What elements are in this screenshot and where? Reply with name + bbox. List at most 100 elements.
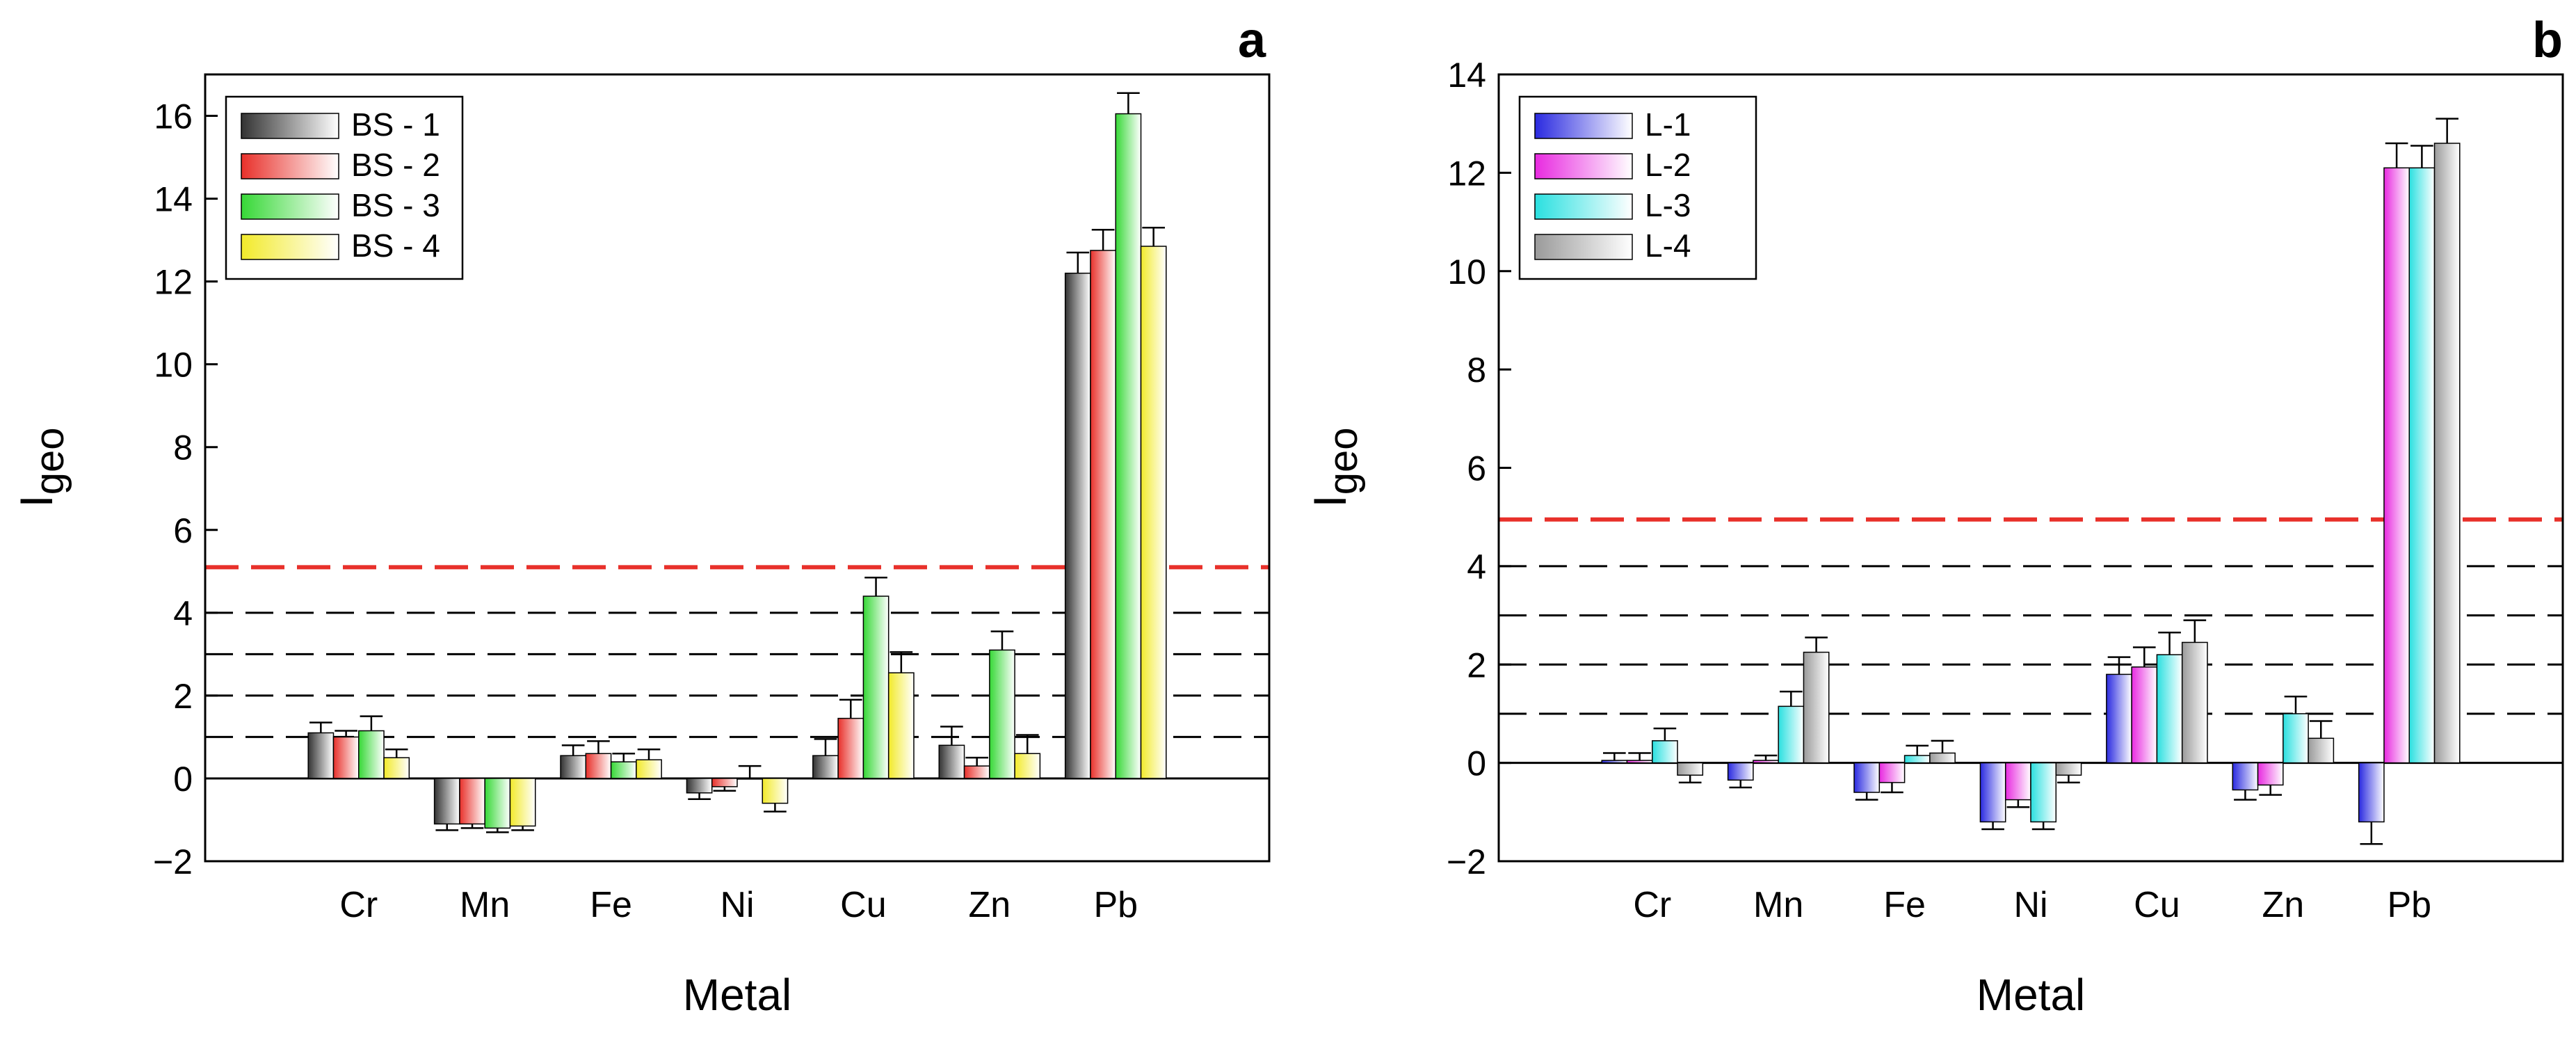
legend-swatch-a-2 <box>241 193 339 220</box>
bar-b-Zn-1 <box>2257 762 2284 786</box>
error-bars-a <box>309 92 1165 833</box>
plot-frame-a <box>204 73 1271 863</box>
y-tick-label-b-4: 6 <box>1467 449 1486 488</box>
error-bar-a-Zn-1 <box>965 756 989 767</box>
error-bar-a-Pb-2 <box>1117 92 1140 114</box>
bar-b-Mn-2 <box>1778 705 1805 764</box>
bar-b-Cu-3 <box>2181 641 2208 764</box>
bar-a-Cr-0 <box>307 732 335 779</box>
bar-b-Pb-3 <box>2433 143 2461 764</box>
y-tick-label-b-3: 4 <box>1467 547 1486 586</box>
bar-b-Ni-3 <box>2055 762 2082 776</box>
bar-b-Cr-1 <box>1626 760 1653 764</box>
bar-a-Mn-1 <box>459 778 485 825</box>
bar-b-Cu-2 <box>2156 654 2183 764</box>
bar-b-Pb-0 <box>2358 762 2385 823</box>
error-bar-a-Zn-0 <box>940 726 963 746</box>
bar-a-Cr-1 <box>332 736 360 779</box>
bar-a-Pb-0 <box>1064 272 1091 779</box>
bar-a-Pb-3 <box>1140 246 1167 779</box>
error-bar-b-Zn-0 <box>2234 790 2257 801</box>
error-bar-b-Mn-0 <box>1729 780 1753 789</box>
chart-panel-a: −2 0 2 4 6 8 10 12 14 16 Cr Mn Fe Ni Cu Zn Pb Igeo Meta… <box>10 13 1271 1020</box>
x-tick-label-b-4: Cu <box>2134 885 2180 925</box>
error-bar-b-Ni-0 <box>1981 822 2004 831</box>
error-bar-b-Cr-3 <box>1678 775 1702 784</box>
error-bar-b-Ni-1 <box>2006 799 2030 808</box>
x-axis-label-a: Metal <box>683 970 792 1020</box>
x-axis-b: Cr Mn Fe Ni Cu Zn Pb <box>1633 885 2431 925</box>
panel-label-a: a <box>1238 13 1266 68</box>
error-bar-b-Cu-0 <box>2107 656 2131 675</box>
x-tick-label-b-0: Cr <box>1633 885 1671 925</box>
legend-label-b-3: L-4 <box>1645 227 1691 264</box>
bar-a-Zn-2 <box>989 649 1015 779</box>
y-axis-label-sub-a: geo <box>27 427 72 495</box>
bars-b <box>1601 143 2461 823</box>
bar-a-Cr-2 <box>358 730 385 779</box>
bar-a-Ni-0 <box>686 778 713 794</box>
bar-a-Ni-1 <box>711 778 738 787</box>
error-bar-a-Pb-0 <box>1066 251 1090 273</box>
bar-a-Fe-0 <box>560 755 587 779</box>
error-bar-b-Ni-3 <box>2057 775 2080 784</box>
legend-swatch-b-0 <box>1534 113 1633 139</box>
x-tick-label-b-1: Mn <box>1753 885 1803 925</box>
error-bar-a-Mn-0 <box>435 824 459 831</box>
error-bars-b <box>1603 118 2458 845</box>
legend-label-b-1: L-2 <box>1645 147 1691 183</box>
x-tick-label-a-0: Cr <box>339 885 378 925</box>
y-axis-label-a: Igeo <box>10 427 72 507</box>
legend-swatch-a-1 <box>241 153 339 179</box>
x-tick-label-a-4: Cu <box>840 885 886 925</box>
error-bar-b-Cu-3 <box>2183 619 2207 643</box>
error-bar-b-Ni-2 <box>2031 822 2055 831</box>
bar-b-Pb-2 <box>2408 167 2436 764</box>
error-bar-b-Mn-1 <box>1754 754 1778 761</box>
error-bar-a-Cu-3 <box>889 651 913 673</box>
bar-a-Zn-0 <box>938 744 965 779</box>
error-bar-b-Pb-2 <box>2410 145 2433 168</box>
error-bar-b-Fe-1 <box>1881 782 1903 794</box>
error-bar-a-Cu-0 <box>814 738 837 756</box>
bar-a-Zn-3 <box>1014 753 1041 779</box>
error-bar-b-Zn-2 <box>2284 695 2308 714</box>
x-tick-label-a-5: Zn <box>968 885 1011 925</box>
legend-swatch-a-3 <box>241 234 339 260</box>
legend-swatch-a-0 <box>241 113 339 139</box>
bar-b-Zn-0 <box>2232 762 2259 791</box>
bar-b-Fe-1 <box>1878 762 1906 783</box>
bar-a-Cu-3 <box>887 672 915 779</box>
bar-b-Cu-0 <box>2106 673 2132 764</box>
bar-a-Zn-1 <box>963 765 990 779</box>
x-tick-label-a-1: Mn <box>460 885 510 925</box>
legend-label-a-0: BS - 1 <box>351 106 440 143</box>
x-axis-a: Cr Mn Fe Ni Cu Zn Pb <box>339 885 1138 925</box>
error-bar-a-Ni-3 <box>764 803 787 813</box>
error-bar-a-Cu-1 <box>839 698 862 719</box>
bar-b-Fe-2 <box>1903 755 1931 764</box>
y-tick-label-a-9: 16 <box>154 97 193 136</box>
y-tick-label-b-1: 0 <box>1467 744 1486 783</box>
bars-a <box>307 113 1167 829</box>
y-tick-label-b-0: −2 <box>1447 842 1486 881</box>
x-axis-label-b: Metal <box>1977 970 2086 1020</box>
error-bar-b-Pb-0 <box>2360 822 2383 845</box>
bar-a-Cu-2 <box>862 595 889 779</box>
error-bar-a-Cr-0 <box>309 721 332 733</box>
error-bar-a-Fe-3 <box>637 749 661 760</box>
legend-swatch-b-3 <box>1534 234 1633 260</box>
y-tick-label-b-2: 2 <box>1467 646 1486 685</box>
error-bar-b-Cu-2 <box>2158 632 2181 655</box>
bar-a-Pb-1 <box>1090 250 1116 779</box>
bar-a-Ni-2 <box>736 778 764 780</box>
x-tick-label-b-6: Pb <box>2387 885 2431 925</box>
error-bar-a-Cr-2 <box>360 715 383 731</box>
y-tick-label-a-0: −2 <box>153 842 193 881</box>
y-tick-label-b-6: 10 <box>1447 253 1486 291</box>
y-axis-label-main-b: I <box>1304 495 1355 507</box>
error-bar-a-Pb-3 <box>1142 226 1165 247</box>
error-bar-a-Zn-3 <box>1015 734 1039 754</box>
